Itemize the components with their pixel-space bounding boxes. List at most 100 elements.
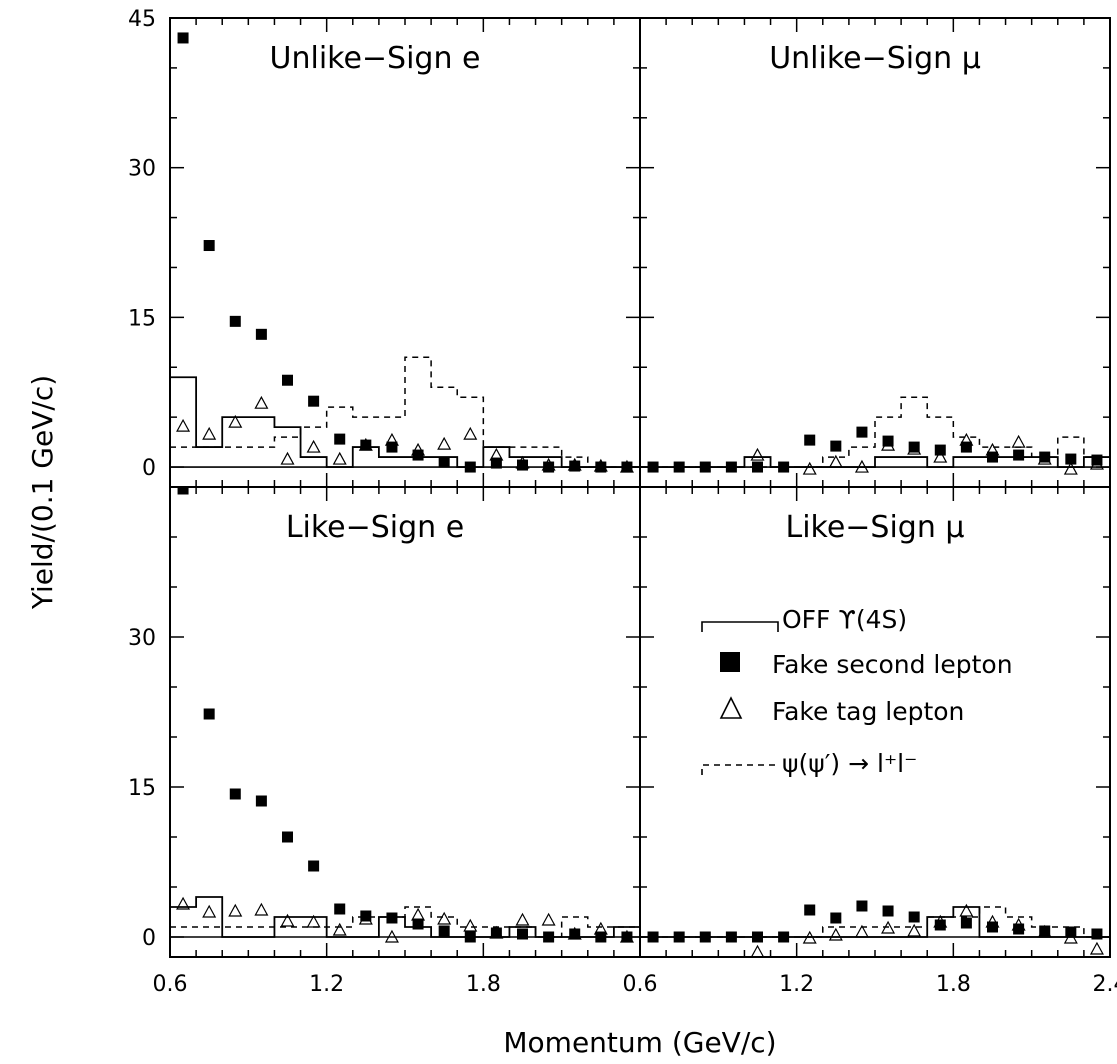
fake-tag-point: [854, 459, 869, 473]
plot-area: [640, 396, 1110, 475]
fake-second-point: [908, 441, 920, 453]
fake-second-point: [490, 457, 502, 469]
fake-second-point: [595, 461, 607, 473]
fake-second-point: [255, 328, 267, 340]
fake-second-point: [386, 441, 398, 453]
off-4s-histogram: [640, 456, 1110, 468]
fake-second-point: [229, 315, 241, 327]
fake-second-point: [464, 931, 476, 943]
fake-second-point: [778, 931, 790, 943]
panel-bottom-right: Like−Sign μ: [640, 510, 1110, 957]
fake-second-point: [177, 32, 189, 44]
fake-second-point: [177, 487, 189, 495]
y-tick-label: 15: [128, 306, 156, 331]
fake-second-point: [282, 831, 293, 843]
fake-second-point: [334, 433, 346, 445]
plot-area: [170, 32, 640, 473]
fake-tag-point: [463, 918, 478, 932]
fake-second-point: [908, 911, 920, 923]
fake-second-point: [569, 460, 581, 472]
fake-second-point: [804, 904, 816, 916]
fake-tag-point: [202, 426, 217, 440]
fake-second-point: [569, 928, 581, 940]
fake-second-point: [804, 434, 816, 446]
fake-second-point: [1039, 925, 1051, 937]
fake-second-point: [699, 931, 711, 943]
fake-tag-point: [750, 447, 765, 461]
panel-frame: [169, 486, 641, 958]
fake-second-point: [752, 461, 763, 473]
fake-tag-point: [202, 904, 217, 918]
fake-tag-point: [1089, 941, 1104, 955]
fake-second-point: [856, 900, 868, 912]
fake-second-point: [360, 910, 372, 922]
fake-second-point: [412, 449, 424, 461]
fake-second-point: [1091, 454, 1103, 466]
fake-tag-point: [437, 911, 452, 925]
fake-second-point: [1065, 453, 1077, 465]
fake-second-point: [856, 426, 868, 438]
fake-tag-point: [384, 929, 399, 943]
fake-tag-point: [881, 920, 896, 934]
panel-bottom-left: Like−Sign e: [170, 487, 640, 943]
fake-tag-point: [515, 912, 530, 926]
fake-second-point: [308, 395, 320, 407]
fake-tag-point: [541, 912, 556, 926]
fake-tag-point: [280, 451, 295, 465]
legend-off-symbol: [701, 621, 779, 632]
fake-tag-point: [1063, 461, 1078, 475]
fake-second-point: [1065, 926, 1077, 938]
panel-title: Like−Sign μ: [785, 510, 964, 545]
y-tick-label: 45: [128, 7, 156, 32]
x-tick-label: 2.4: [1093, 972, 1117, 997]
x-axis-label: Momentum (GeV/c): [503, 1026, 776, 1059]
fake-second-point: [543, 931, 555, 943]
fake-second-point: [438, 456, 450, 468]
off-4s-histogram: [170, 376, 640, 468]
fake-tag-point: [254, 902, 269, 916]
fake-tag-point: [802, 930, 817, 944]
panels: Unlike−Sign e Unlike−Sign μ Like−Sign e Lik…: [170, 32, 1110, 957]
y-tick-label: 0: [142, 926, 156, 951]
axis-ticks: 0 0 15 15 30 30 45 0.6 1.2 1.8 0.6 1.2 1.8 2.4: [128, 7, 1117, 997]
legend-fake-second-label: Fake second lepton: [772, 650, 1013, 679]
legend-fake-tag-symbol: [719, 696, 743, 719]
fake-tag-point: [228, 414, 243, 428]
fake-second-point: [778, 461, 790, 473]
y-tick-label: 30: [128, 157, 156, 182]
fake-second-point: [464, 461, 476, 473]
x-tick-label: 0.6: [153, 972, 188, 997]
fake-tag-point: [332, 922, 347, 936]
x-tick-label: 1.8: [936, 972, 971, 997]
fake-tag-point: [306, 439, 321, 453]
plot-area: [640, 900, 1110, 957]
x-tick-label: 1.8: [466, 972, 501, 997]
fake-second-point: [1039, 451, 1051, 463]
legend-fake-tag-label: Fake tag lepton: [772, 697, 964, 726]
panel-top-right: Unlike−Sign μ: [640, 41, 1110, 475]
fake-tag-point: [463, 426, 478, 440]
fake-second-point: [595, 931, 607, 943]
fake-second-point: [725, 461, 737, 473]
fake-second-point: [1013, 923, 1025, 935]
y-tick-label: 0: [142, 456, 156, 481]
fake-second-point: [386, 912, 398, 924]
legend-psi-label: ψ(ψ′) → l⁺l⁻: [782, 749, 917, 778]
fake-second-point: [1091, 928, 1103, 940]
fake-second-point: [282, 374, 293, 386]
fake-tag-point: [959, 903, 974, 917]
x-tick-label: 1.2: [779, 972, 814, 997]
fake-second-point: [203, 240, 215, 252]
fake-second-point: [934, 919, 946, 931]
fake-tag-point: [828, 927, 843, 941]
fake-tag-point: [750, 944, 765, 957]
fake-second-point: [308, 860, 320, 872]
fake-second-point: [203, 708, 215, 720]
fake-tag-point: [411, 907, 426, 921]
y-tick-label: 15: [128, 776, 156, 801]
fake-tag-point: [254, 395, 269, 409]
fake-second-point: [752, 931, 763, 943]
fake-tag-point: [176, 896, 191, 910]
fake-tag-point: [437, 436, 452, 450]
